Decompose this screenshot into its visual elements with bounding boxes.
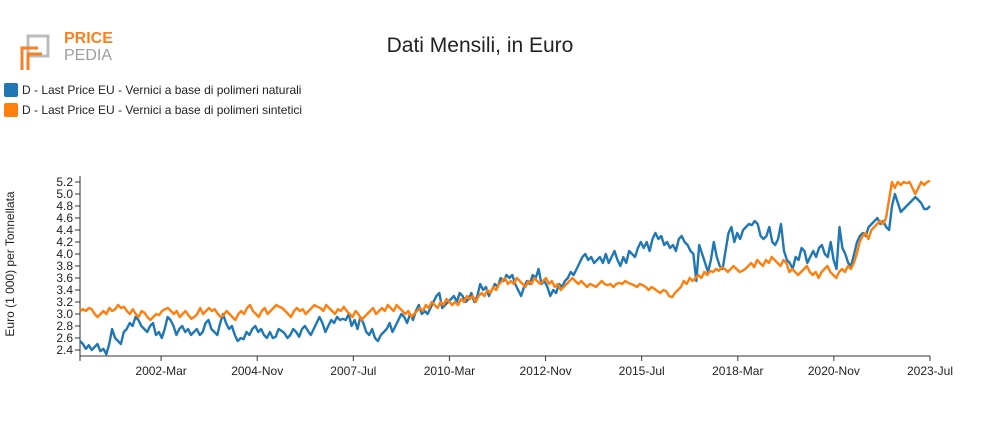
x-tick-label: 2010-Mar xyxy=(424,364,475,378)
logo-text-pedia: PEDIA xyxy=(64,47,112,64)
chart-title: Dati Mensili, in Euro xyxy=(386,34,574,57)
y-tick-label: 4.2 xyxy=(56,235,73,249)
series-line-naturali xyxy=(79,192,931,356)
line-chart: Euro (1 000) per Tonnellata 2.42.62.83.0… xyxy=(3,175,953,378)
legend-item-sintetici[interactable]: D - Last Price EU - Vernici a base di po… xyxy=(4,100,302,120)
y-tick-label: 3.2 xyxy=(56,295,73,309)
legend-swatch-naturali xyxy=(4,83,18,97)
logo-text-price: PRICE xyxy=(64,30,113,47)
series-line-sintetici xyxy=(79,179,931,322)
x-tick-label: 2023-Jul xyxy=(907,364,953,378)
x-tick-label: 2015-Jul xyxy=(619,364,665,378)
y-tick-label: 3.6 xyxy=(56,271,73,285)
y-tick-label: 4.6 xyxy=(56,211,73,225)
x-axis: 2002-Mar 2004-Nov 2007-Jul 2010-Mar 2012-Nov… xyxy=(79,355,953,378)
x-tick-label: 2004-Nov xyxy=(231,364,283,378)
y-tick-label: 3.8 xyxy=(56,259,73,273)
x-tick-label: 2007-Jul xyxy=(330,364,376,378)
y-tick-label: 2.8 xyxy=(56,319,73,333)
legend: D - Last Price EU - Vernici a base di po… xyxy=(4,80,302,120)
y-axis-label: Euro (1 000) per Tonnellata xyxy=(3,191,17,337)
pricepedia-logo: PRICE PEDIA xyxy=(20,30,113,70)
legend-label-sintetici: D - Last Price EU - Vernici a base di po… xyxy=(22,103,303,117)
x-tick-label: 2020-Nov xyxy=(808,364,860,378)
y-axis: 2.42.62.83.03.23.43.63.84.04.24.44.64.85… xyxy=(56,175,81,357)
y-tick-label: 2.6 xyxy=(56,331,73,345)
x-tick-label: 2012-Nov xyxy=(520,364,572,378)
y-tick-label: 2.4 xyxy=(56,343,73,357)
series-layer xyxy=(79,179,931,356)
y-tick-label: 5.0 xyxy=(56,187,73,201)
legend-item-naturali[interactable]: D - Last Price EU - Vernici a base di po… xyxy=(4,80,302,100)
y-tick-label: 5.2 xyxy=(56,175,73,189)
logo-mark xyxy=(20,34,50,70)
y-tick-label: 3.0 xyxy=(56,307,73,321)
x-tick-label: 2002-Mar xyxy=(135,364,186,378)
y-tick-label: 3.4 xyxy=(56,283,73,297)
x-tick-label: 2018-Mar xyxy=(712,364,763,378)
legend-swatch-sintetici xyxy=(4,103,18,117)
y-tick-label: 4.8 xyxy=(56,199,73,213)
y-tick-label: 4.0 xyxy=(56,247,73,261)
y-tick-label: 4.4 xyxy=(56,223,73,237)
legend-label-naturali: D - Last Price EU - Vernici a base di po… xyxy=(22,83,302,97)
